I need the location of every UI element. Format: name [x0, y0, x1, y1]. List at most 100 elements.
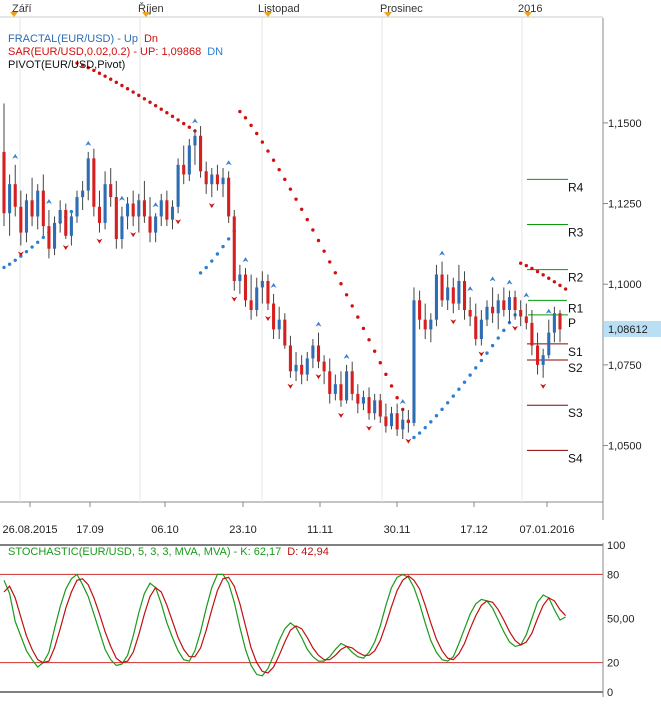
candle[interactable] — [294, 351, 298, 381]
candle[interactable] — [266, 274, 270, 311]
candle[interactable] — [137, 193, 141, 233]
candle[interactable] — [418, 290, 422, 330]
candle[interactable] — [502, 287, 506, 317]
candle[interactable] — [215, 164, 219, 191]
candle[interactable] — [131, 190, 135, 227]
candle[interactable] — [361, 390, 365, 411]
candle[interactable] — [305, 351, 309, 381]
candle[interactable] — [170, 200, 175, 230]
candle[interactable] — [316, 332, 321, 369]
candle[interactable] — [260, 271, 264, 304]
candle[interactable] — [165, 190, 169, 227]
candle[interactable] — [249, 274, 253, 320]
candle[interactable] — [64, 203, 68, 240]
candle[interactable] — [193, 129, 197, 165]
candle[interactable] — [300, 355, 304, 385]
candle[interactable] — [92, 148, 96, 217]
stoch-axis[interactable]: 100 80 50,00 20 0 — [607, 540, 635, 699]
candle[interactable] — [283, 313, 287, 349]
candle[interactable] — [243, 268, 248, 307]
price-axis[interactable]: 1,1500 1,1250 1,1000 1,0750 1,0500 — [603, 118, 642, 453]
candle[interactable] — [530, 310, 534, 356]
candle[interactable] — [507, 290, 511, 323]
candle[interactable] — [148, 197, 152, 243]
candle[interactable] — [311, 339, 315, 369]
candle[interactable] — [384, 403, 388, 433]
candle[interactable] — [333, 374, 337, 401]
candle[interactable] — [120, 206, 124, 249]
candle[interactable] — [468, 297, 472, 327]
candle[interactable] — [232, 209, 236, 291]
candle[interactable] — [277, 306, 281, 340]
candle[interactable] — [109, 168, 113, 207]
candle[interactable] — [221, 168, 225, 198]
candle[interactable] — [47, 209, 51, 259]
candle[interactable] — [159, 193, 163, 227]
candle[interactable] — [2, 103, 6, 227]
candle[interactable] — [356, 384, 360, 414]
candle[interactable] — [367, 387, 371, 420]
candle[interactable] — [272, 293, 276, 340]
candle[interactable] — [389, 406, 394, 430]
candle[interactable] — [519, 300, 523, 327]
date-axis[interactable]: 26.08.2015 17.09 06.10 23.10 11.11 30.11 17.12… — [2, 502, 575, 536]
candle[interactable] — [479, 310, 483, 346]
candle[interactable] — [451, 277, 455, 314]
candle[interactable] — [114, 180, 118, 249]
candle[interactable] — [491, 287, 495, 323]
candle[interactable] — [97, 190, 102, 233]
candle[interactable] — [558, 310, 562, 343]
candle[interactable] — [462, 271, 467, 320]
candle[interactable] — [154, 213, 158, 243]
candle[interactable] — [339, 371, 343, 407]
candle[interactable] — [395, 403, 399, 436]
candle[interactable] — [24, 193, 29, 243]
candle[interactable] — [423, 303, 427, 340]
candle[interactable] — [53, 216, 57, 256]
candle[interactable] — [429, 313, 433, 343]
candle[interactable] — [103, 171, 107, 230]
candle[interactable] — [378, 393, 382, 423]
candle[interactable] — [513, 290, 517, 320]
candle[interactable] — [547, 319, 551, 359]
candle[interactable] — [345, 364, 349, 404]
candle[interactable] — [58, 200, 62, 233]
candle[interactable] — [541, 348, 545, 378]
candle[interactable] — [69, 213, 73, 246]
candle[interactable] — [126, 197, 130, 230]
candle[interactable] — [8, 174, 12, 236]
candle[interactable] — [434, 264, 438, 327]
candle[interactable] — [36, 184, 40, 230]
candle[interactable] — [535, 332, 540, 375]
candle[interactable] — [401, 410, 405, 440]
candle[interactable] — [13, 164, 17, 217]
candle[interactable] — [457, 264, 461, 311]
candle[interactable] — [440, 261, 444, 307]
candle[interactable] — [30, 177, 34, 227]
candle[interactable] — [238, 264, 242, 294]
candles[interactable] — [2, 103, 562, 440]
candle[interactable] — [412, 287, 416, 427]
candle[interactable] — [496, 293, 500, 330]
candle[interactable] — [328, 358, 332, 404]
candle[interactable] — [86, 151, 90, 201]
candle[interactable] — [446, 274, 450, 311]
candle[interactable] — [199, 126, 203, 178]
candle[interactable] — [204, 161, 208, 194]
candle[interactable] — [288, 335, 292, 378]
candle[interactable] — [373, 393, 377, 420]
candle[interactable] — [350, 361, 354, 401]
candle[interactable] — [485, 300, 489, 327]
candle[interactable] — [552, 306, 556, 343]
candle[interactable] — [75, 190, 79, 223]
candle[interactable] — [474, 303, 478, 346]
candle[interactable] — [255, 277, 259, 317]
candle[interactable] — [406, 410, 410, 433]
candle[interactable] — [227, 171, 231, 223]
candle[interactable] — [210, 168, 214, 198]
candle[interactable] — [142, 180, 146, 223]
candle[interactable] — [322, 355, 326, 385]
candle[interactable] — [41, 174, 45, 236]
candle[interactable] — [19, 190, 23, 246]
